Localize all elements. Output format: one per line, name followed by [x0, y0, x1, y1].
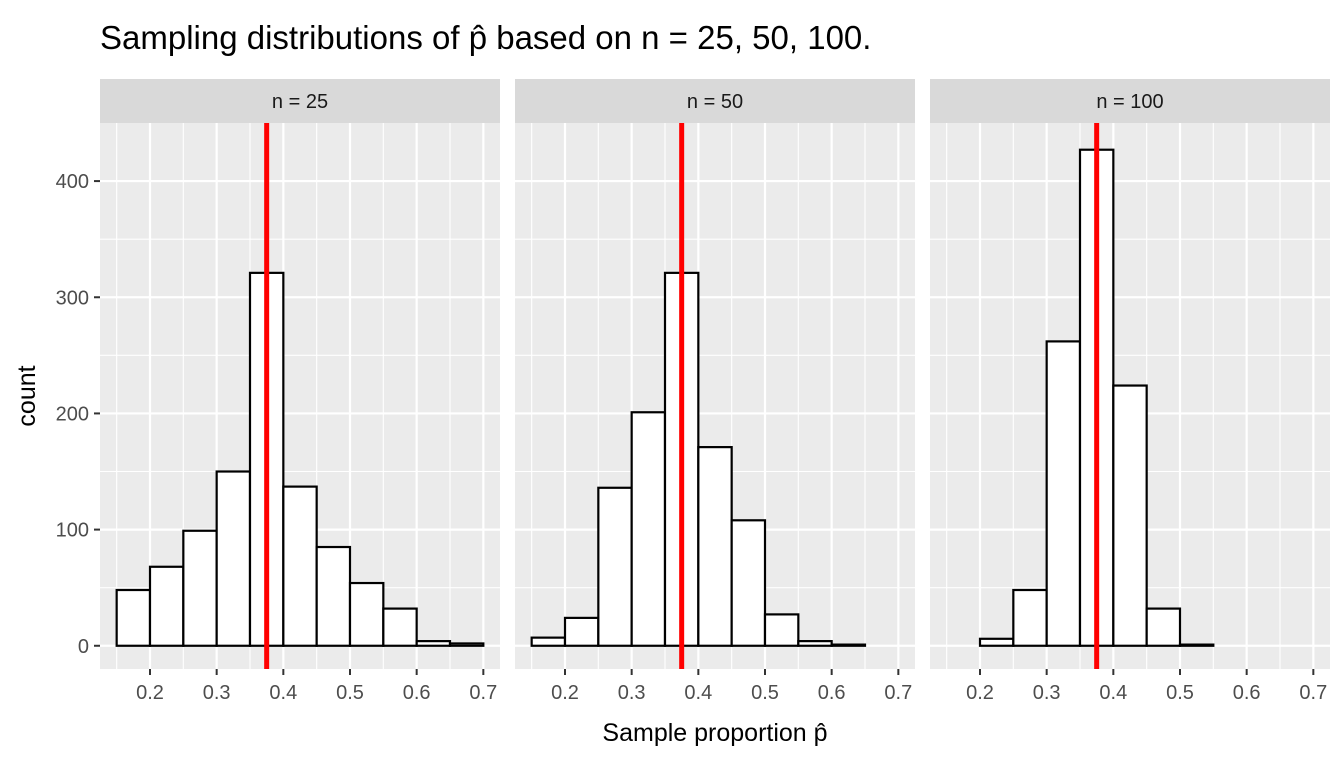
x-tick-label: 0.7: [1299, 682, 1327, 704]
facet-strip: [515, 79, 915, 123]
x-tick-label: 0.7: [884, 682, 912, 704]
facet-panel: n = 100 0.2 0.3 0.4 0.5 0.6 0.7: [930, 79, 1330, 704]
x-tick-label: 0.2: [136, 682, 164, 704]
y-tick-label: 300: [56, 287, 89, 309]
x-axis-label: Sample proportion p̂: [602, 719, 827, 747]
histogram-bar: [730, 519, 767, 647]
y-tick-label: 200: [56, 403, 89, 425]
histogram-bar: [830, 643, 867, 647]
x-tick-label: 0.5: [751, 682, 779, 704]
facet-panel: n = 25 0.2 0.3 0.4 0.5 0.6 0.7: [100, 79, 500, 704]
facet-strip: [100, 79, 500, 123]
histogram-bar: [630, 411, 667, 647]
histogram-bar: [563, 616, 600, 647]
histogram-bar: [282, 485, 318, 647]
x-tick-label: 0.6: [818, 682, 846, 704]
histogram-bar: [797, 640, 833, 647]
histogram-bar: [697, 446, 733, 647]
chart-title: Sampling distributions of p̂ based on n …: [100, 19, 871, 56]
x-tick-label: 0.7: [469, 682, 497, 704]
histogram-bar: [530, 636, 567, 647]
x-tick-label: 0.6: [1233, 682, 1261, 704]
histogram-bar: [348, 581, 385, 647]
histogram-bar: [1145, 607, 1182, 647]
histogram-bar: [215, 470, 252, 647]
y-axis-label: count: [13, 365, 41, 426]
histogram-bar: [182, 529, 218, 647]
histogram-bar: [415, 640, 452, 647]
y-tick-label: 0: [78, 636, 89, 658]
x-tick-label: 0.5: [1166, 682, 1194, 704]
x-tick-label: 0.4: [684, 682, 712, 704]
histogram-bar: [448, 642, 485, 647]
x-tick-label: 0.3: [203, 682, 231, 704]
x-tick-label: 0.2: [551, 682, 579, 704]
facet-panels: n = 25 0.2 0.3 0.4 0.5 0.6 0.7 n = 50 0.2 0.3 0.4 0…: [100, 79, 1330, 704]
x-tick-label: 0.2: [966, 682, 994, 704]
facet-strip-label: n = 50: [687, 91, 743, 113]
y-axis: 0 100 200 300 400: [56, 171, 100, 658]
y-tick-label: 400: [56, 171, 89, 193]
x-tick-label: 0.4: [1099, 682, 1127, 704]
histogram-bar: [382, 607, 418, 647]
x-tick-label: 0.4: [269, 682, 297, 704]
facet-strip-label: n = 100: [1096, 91, 1163, 113]
histogram-bar: [1178, 643, 1215, 647]
histogram-bar: [148, 565, 185, 647]
histogram-bar: [978, 637, 1015, 647]
facet-strip: [930, 79, 1330, 123]
x-tick-label: 0.3: [618, 682, 646, 704]
facet-panel: n = 50 0.2 0.3 0.4 0.5 0.6 0.7: [515, 79, 915, 704]
histogram-bar: [763, 613, 800, 647]
histogram-bar: [1012, 588, 1048, 647]
facet-strip-label: n = 25: [272, 91, 328, 113]
histogram-bar: [315, 545, 352, 647]
histogram-bar: [1112, 384, 1148, 647]
x-tick-label: 0.5: [336, 682, 364, 704]
histogram-bar: [597, 486, 633, 647]
y-tick-label: 100: [56, 520, 89, 542]
x-tick-label: 0.3: [1033, 682, 1061, 704]
histogram-bar: [1045, 340, 1082, 647]
histogram-bar: [115, 588, 152, 647]
x-tick-label: 0.6: [403, 682, 431, 704]
